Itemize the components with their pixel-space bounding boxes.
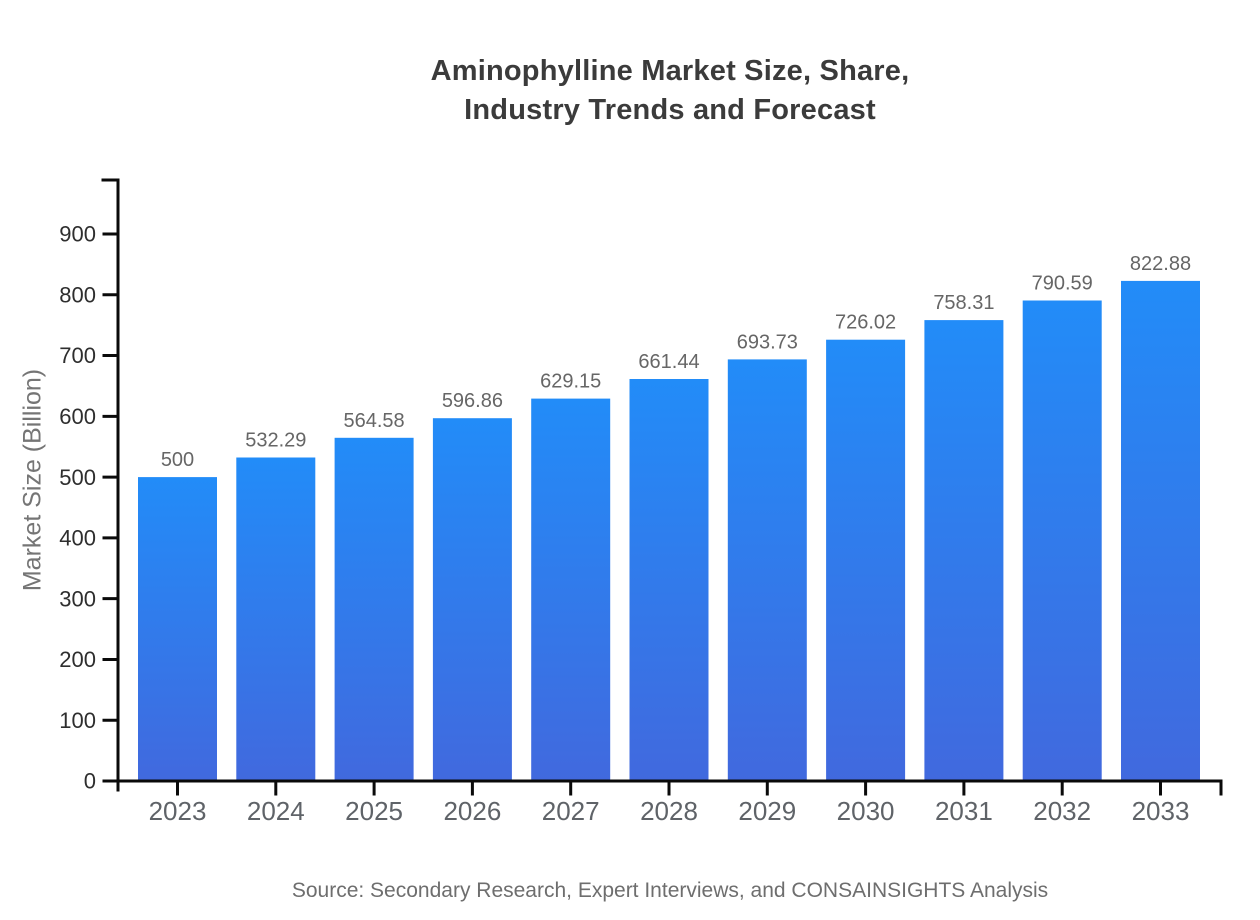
x-tick-label: 2023	[149, 796, 207, 826]
y-tick-label: 100	[59, 708, 96, 733]
y-tick-label: 600	[59, 404, 96, 429]
y-axis-title: Market Size (Billion)	[18, 368, 47, 592]
bar-value-label: 693.73	[737, 331, 798, 353]
bar-value-label: 629.15	[540, 371, 601, 393]
y-tick-label: 0	[84, 769, 96, 794]
y-tick-label: 200	[59, 647, 96, 672]
x-tick-label: 2033	[1132, 796, 1190, 826]
x-tick-label: 2025	[345, 796, 403, 826]
y-tick-label: 500	[59, 465, 96, 490]
bar-value-label: 726.02	[835, 312, 896, 334]
x-tick-label: 2027	[542, 796, 600, 826]
bar-2028	[629, 379, 709, 781]
bar-value-label: 822.88	[1130, 253, 1191, 275]
chart-title-line2: Industry Trends and Forecast	[464, 94, 876, 126]
bar-2029	[727, 359, 807, 781]
bar-value-label: 564.58	[344, 410, 405, 432]
bar-2032	[1022, 300, 1102, 781]
y-tick-label: 400	[59, 526, 96, 551]
bar-value-label: 500	[161, 449, 194, 471]
bar-value-label: 758.31	[933, 292, 994, 314]
bar-value-label: 661.44	[638, 351, 699, 373]
bar-2025	[334, 437, 414, 781]
bar-2033	[1121, 280, 1200, 781]
x-tick-label: 2026	[443, 796, 501, 826]
bar-2024	[236, 457, 316, 781]
x-tick-label: 2024	[247, 796, 305, 826]
bar-2023	[138, 477, 217, 781]
bar-value-label: 596.86	[442, 390, 503, 412]
source-text: Source: Secondary Research, Expert Inter…	[291, 879, 1049, 902]
x-tick-label: 2031	[935, 796, 993, 826]
x-tick-label: 2032	[1033, 796, 1091, 826]
y-tick-label: 900	[59, 222, 96, 247]
bar-2027	[531, 398, 611, 781]
bar-value-label: 532.29	[245, 430, 306, 452]
bar-2026	[432, 418, 512, 781]
y-tick-label: 800	[59, 282, 96, 307]
bar-value-label: 790.59	[1032, 273, 1093, 295]
bar-2031	[924, 320, 1004, 781]
bar-2030	[826, 339, 906, 781]
x-tick-label: 2028	[640, 796, 698, 826]
x-tick-label: 2029	[738, 796, 796, 826]
chart-title: Aminophylline Market Size, Share, Indust…	[40, 52, 1260, 130]
y-tick-label: 700	[59, 343, 96, 368]
chart-title-line1: Aminophylline Market Size, Share,	[430, 55, 910, 87]
x-tick-label: 2030	[837, 796, 895, 826]
y-tick-label: 300	[59, 586, 96, 611]
